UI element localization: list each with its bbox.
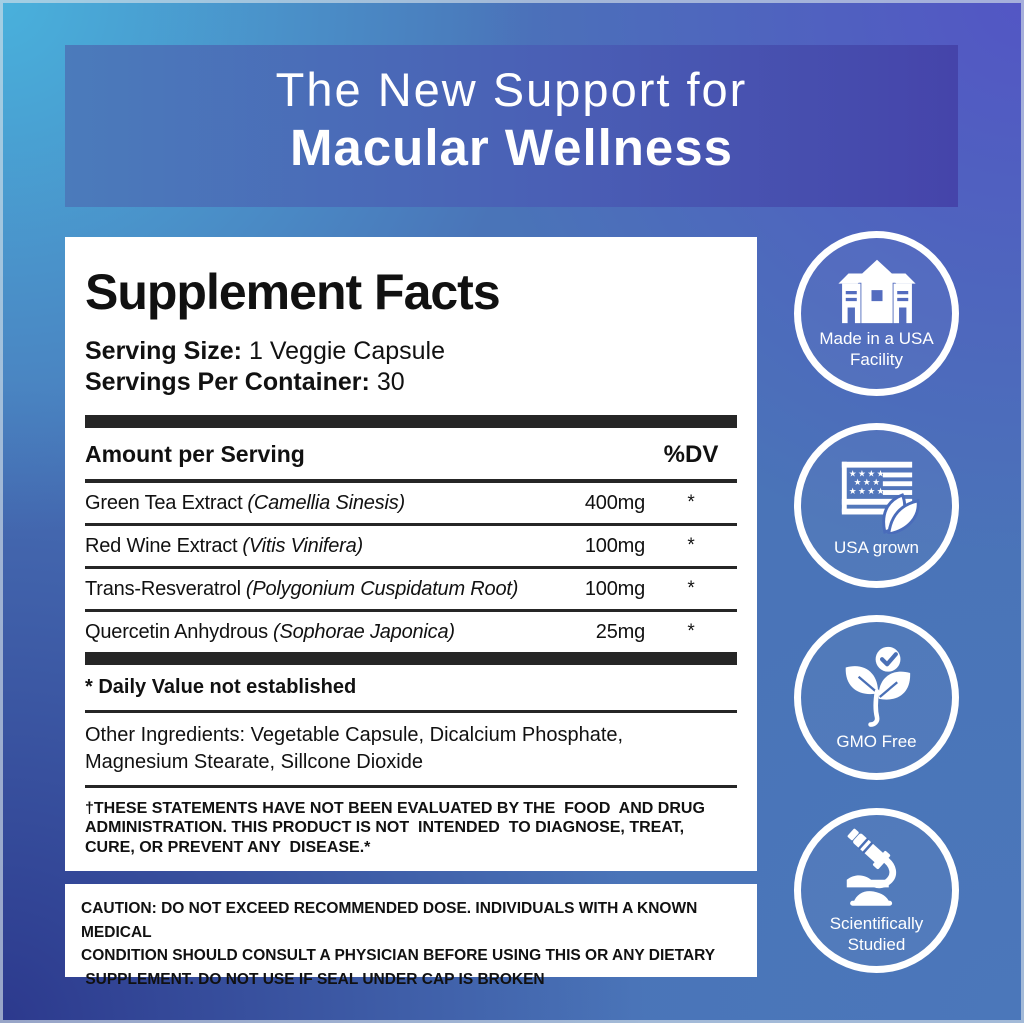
ingredient-amount: 100mg [584, 577, 645, 600]
ingredient-amount: 400mg [584, 491, 645, 514]
thick-divider-bottom [85, 652, 737, 665]
supplement-facts-title: Supplement Facts [85, 264, 501, 320]
dv-header: %DV [663, 441, 719, 468]
banner-subtitle: The New Support for [275, 63, 748, 116]
table-row: Quercetin Anhydrous (Sophorae Japonica) 2… [85, 612, 737, 652]
badge-label: USA grown [833, 538, 920, 558]
servings-per-container-line: Servings Per Container: 30 [85, 368, 737, 397]
divider [85, 784, 737, 788]
banner-title: Macular Wellness [289, 119, 734, 177]
serving-size-value: 1 Veggie Capsule [249, 337, 445, 365]
badge-gmo-free: GMO Free [794, 615, 959, 780]
microscope-icon [846, 828, 896, 906]
row-divider [85, 523, 737, 526]
row-divider [85, 609, 737, 612]
svg-text:★★★: ★★★ [853, 479, 881, 489]
usa-flag-leaves-icon: ★★★★ ★★★ ★★★★ [841, 462, 920, 535]
ingredient-name: Quercetin Anhydrous [85, 620, 268, 643]
table-row: Green Tea Extract (Camellia Sinesis) 400m… [85, 483, 737, 523]
table-header: Amount per Serving %DV [85, 428, 737, 479]
other-ingredients: Other Ingredients: Vegetable Capsule, Di… [85, 724, 624, 773]
daily-value-footnote: * Daily Value not established [85, 676, 357, 698]
header-rule [85, 479, 737, 483]
amount-per-serving-header: Amount per Serving [85, 441, 305, 467]
svg-text:★★★★: ★★★★ [848, 470, 885, 480]
ingredient-dv: * [687, 621, 695, 642]
serving-size-line: Serving Size: 1 Veggie Capsule [85, 337, 737, 366]
svg-text:★★★★: ★★★★ [848, 487, 885, 497]
caution-box: CAUTION: DO NOT EXCEED RECOMMENDED DOSE.… [65, 884, 757, 988]
ingredient-dv: * [687, 578, 695, 599]
badge-label: GMO Free [836, 732, 917, 752]
badge-label: Scientifically Studied [829, 913, 924, 954]
header-banner: The New Support for Macular Wellness [65, 45, 958, 207]
ingredient-latin-name: (Vitis Vinifera) [242, 534, 363, 557]
divider [85, 710, 737, 713]
badge-made-in-usa: Made in a USA Facility [794, 231, 959, 396]
supplement-facts-panel: Supplement Facts Serving Size: 1 Veggie C… [65, 237, 757, 871]
ingredient-dv: * [687, 492, 695, 513]
table-row: Red Wine Extract (Vitis Vinifera) 100mg * [85, 526, 737, 566]
ingredient-latin-name: (Sophorae Japonica) [272, 620, 455, 643]
row-divider [85, 566, 737, 569]
table-row: Trans-Resveratrol (Polygonium Cuspidatum … [85, 569, 737, 609]
serving-size-label: Serving Size: [85, 337, 242, 365]
badge-usa-grown: ★★★★ ★★★ ★★★★ USA grown [794, 423, 959, 588]
ingredient-name: Green Tea Extract [85, 491, 243, 514]
ingredient-latin-name: (Polygonium Cuspidatum Root) [245, 577, 519, 600]
fda-disclaimer: †THESE STATEMENTS HAVE NOT BEEN EVALUATE… [85, 799, 705, 856]
ingredient-name: Trans-Resveratrol [85, 577, 241, 600]
ingredient-latin-name: (Camellia Sinesis) [247, 491, 405, 514]
badge-label: Made in a USA Facility [819, 328, 934, 369]
ingredient-amount: 25mg [595, 620, 645, 643]
ingredient-dv: * [687, 535, 695, 556]
servings-per-container-value: 30 [376, 368, 405, 396]
gmo-free-plant-icon [845, 647, 910, 728]
ingredient-name: Red Wine Extract [85, 534, 238, 557]
thick-divider-top [85, 415, 737, 428]
ingredient-amount: 100mg [584, 534, 645, 557]
factory-icon [837, 259, 916, 323]
servings-per-container-label: Servings Per Container: [85, 368, 370, 396]
badge-scientifically-studied: Scientifically Studied [794, 808, 959, 973]
